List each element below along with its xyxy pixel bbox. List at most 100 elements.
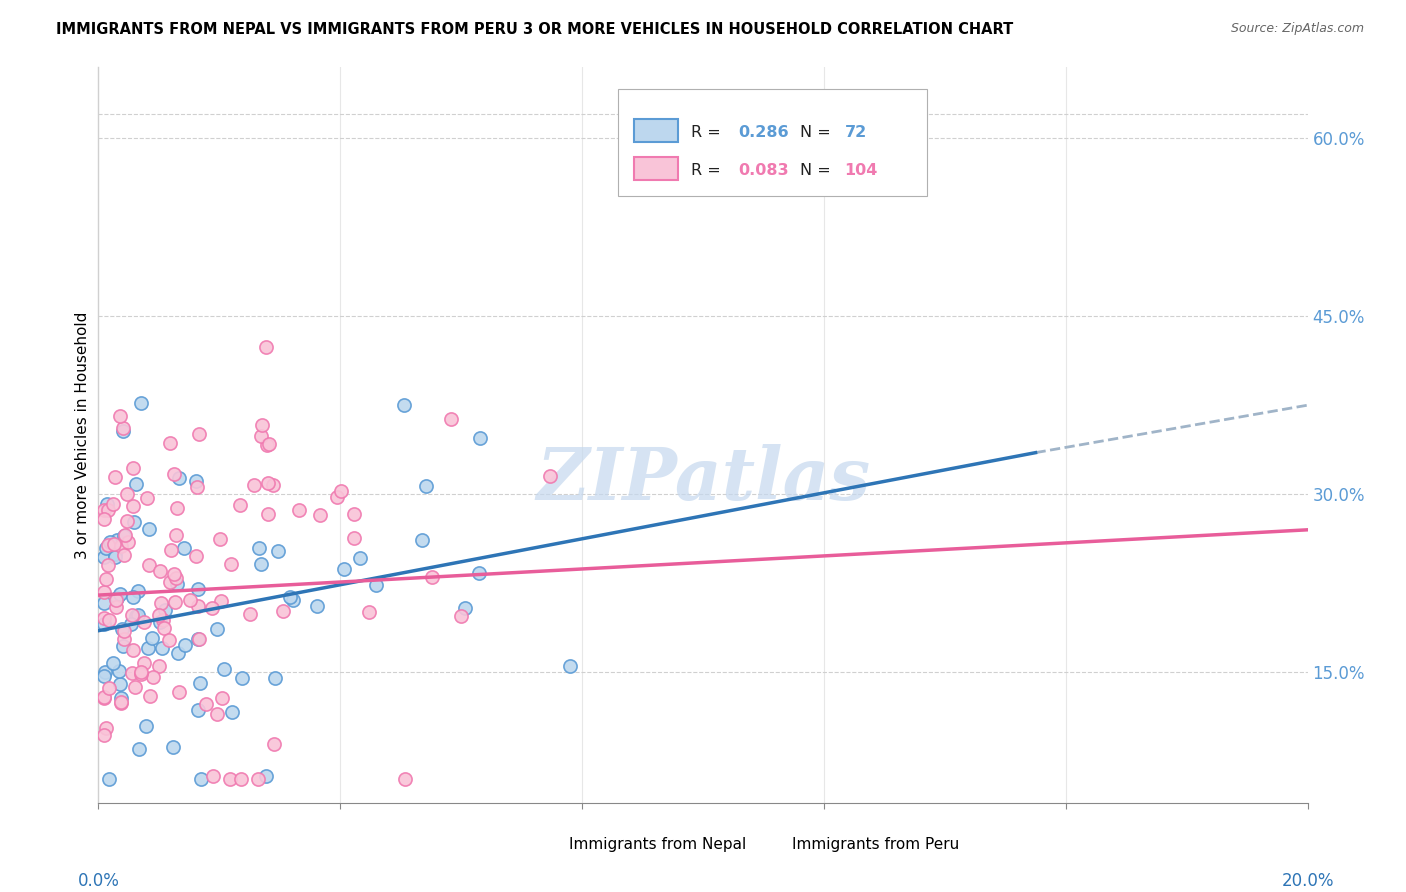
Point (129, 396, 152, 410)
Point (104, 593, 127, 607)
Point (169, 471, 191, 485)
Point (201, 601, 224, 615)
Point (112, 548, 135, 562)
Point (165, 570, 187, 584)
Point (103, 536, 125, 550)
Point (122, 591, 145, 605)
Point (120, 617, 142, 632)
Point (112, 624, 135, 638)
Point (159, 574, 181, 589)
Point (159, 542, 181, 557)
Text: R =: R = (690, 163, 725, 178)
Point (257, 507, 280, 521)
Point (411, 533, 433, 547)
Point (219, 558, 242, 572)
Point (93, 584, 115, 599)
Point (187, 582, 209, 596)
Point (187, 632, 209, 647)
Point (97, 502, 120, 516)
Point (97, 772, 120, 786)
Point (136, 491, 159, 506)
Point (148, 658, 170, 673)
Point (104, 470, 127, 484)
Point (152, 613, 174, 627)
Point (364, 577, 387, 591)
Point (281, 593, 304, 607)
Point (186, 549, 208, 563)
Point (103, 497, 125, 511)
Point (98, 613, 121, 627)
Point (280, 591, 302, 605)
Point (125, 608, 148, 623)
Point (165, 528, 187, 542)
Point (173, 541, 195, 555)
Point (114, 528, 136, 542)
Point (163, 566, 186, 581)
Point (332, 561, 354, 575)
Text: 20.0%: 20.0% (1281, 871, 1334, 889)
Point (538, 469, 561, 483)
Point (97, 558, 120, 572)
Point (110, 539, 132, 553)
Point (254, 340, 277, 354)
Point (343, 507, 366, 521)
FancyBboxPatch shape (634, 157, 678, 180)
Point (134, 615, 156, 630)
Point (96, 572, 118, 586)
Point (93, 596, 115, 610)
Point (163, 595, 186, 609)
Point (329, 483, 352, 498)
Point (124, 515, 146, 529)
Point (187, 427, 209, 442)
Point (394, 772, 416, 786)
Point (93, 668, 115, 682)
Point (221, 705, 243, 719)
Point (138, 558, 160, 573)
Point (209, 594, 232, 608)
Point (307, 599, 329, 613)
Point (267, 544, 290, 558)
Point (93, 691, 115, 706)
Point (111, 622, 134, 636)
Point (127, 607, 149, 622)
Point (188, 632, 211, 646)
Point (149, 564, 172, 578)
Point (94, 665, 117, 679)
Text: IMMIGRANTS FROM NEPAL VS IMMIGRANTS FROM PERU 3 OR MORE VEHICLES IN HOUSEHOLD CO: IMMIGRANTS FROM NEPAL VS IMMIGRANTS FROM… (56, 22, 1014, 37)
Point (288, 502, 311, 516)
Point (263, 671, 285, 685)
Point (420, 570, 443, 584)
Point (115, 515, 138, 529)
Point (105, 600, 128, 615)
Point (349, 550, 371, 565)
Point (135, 718, 157, 732)
FancyBboxPatch shape (526, 832, 557, 857)
Text: 0.083: 0.083 (738, 163, 789, 178)
Point (271, 604, 294, 618)
Point (117, 534, 139, 549)
Point (159, 435, 181, 450)
Point (136, 640, 159, 655)
Point (173, 638, 195, 652)
Point (124, 680, 146, 694)
Point (415, 478, 437, 492)
Point (128, 742, 150, 756)
Point (101, 656, 124, 670)
Point (229, 499, 252, 513)
Text: Source: ZipAtlas.com: Source: ZipAtlas.com (1230, 22, 1364, 36)
Point (184, 474, 207, 488)
Point (167, 646, 190, 660)
Point (179, 592, 201, 607)
Point (205, 622, 228, 636)
Point (112, 529, 135, 543)
Point (121, 499, 143, 513)
Point (97, 538, 120, 552)
Point (112, 632, 135, 646)
Point (93, 690, 115, 705)
Point (129, 666, 152, 681)
Point (212, 662, 235, 676)
Point (205, 707, 228, 722)
Text: 72: 72 (845, 125, 866, 140)
Point (190, 772, 212, 786)
FancyBboxPatch shape (749, 832, 780, 857)
